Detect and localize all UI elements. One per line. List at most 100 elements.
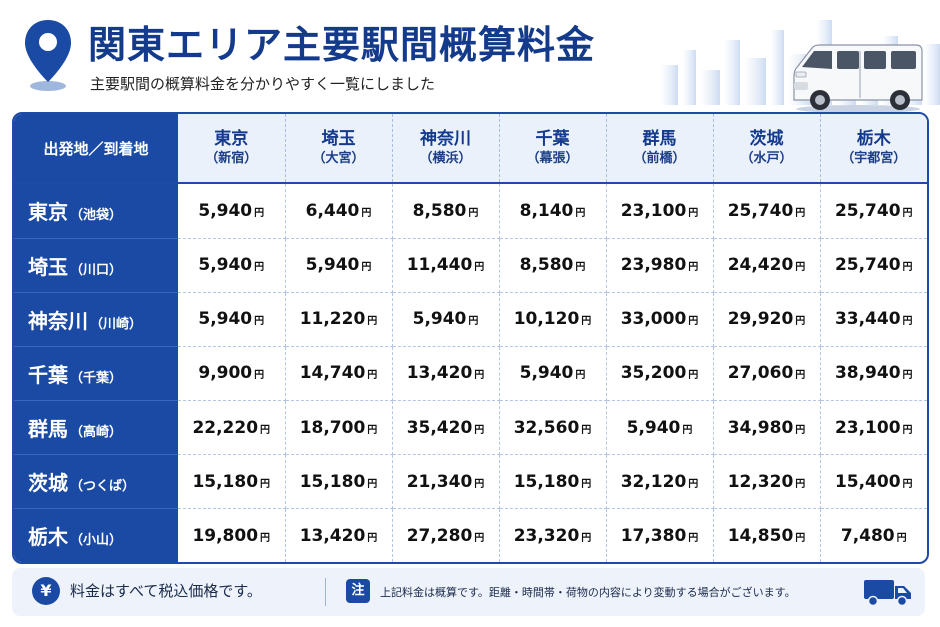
fare-value: 14,850 (727, 525, 794, 546)
origin-header: 栃木 （小山） (14, 508, 178, 562)
fare-cell: 23,320 円 (499, 508, 607, 562)
yen-unit: 円 (795, 478, 806, 490)
yen-unit: 円 (688, 370, 699, 382)
fare-value: 5,940 (305, 255, 360, 276)
origin-header: 神奈川 （川崎） (14, 292, 178, 347)
fare-value: 17,380 (620, 525, 687, 546)
yen-unit: 円 (367, 316, 378, 328)
yen-unit: 円 (260, 424, 271, 436)
destination-name: 栃木 (856, 129, 891, 149)
location-pin-icon (25, 20, 71, 91)
destination-station: （大宮） (312, 151, 365, 166)
destination-header: 神奈川 （横浜） (392, 114, 500, 184)
fare-value: 27,060 (727, 363, 794, 384)
fare-cell: 8,140 円 (499, 183, 607, 239)
yen-unit: 円 (581, 424, 592, 436)
fare-cell: 15,180 円 (178, 454, 286, 510)
origin-header: 埼玉 （川口） (14, 238, 178, 293)
fare-value: 23,100 (620, 200, 687, 221)
fare-value: 15,180 (192, 471, 259, 492)
fare-value: 23,980 (620, 255, 687, 276)
fare-cell: 17,380 円 (606, 508, 714, 562)
yen-unit: 円 (474, 478, 485, 490)
fare-value: 7,480 (840, 525, 895, 546)
fare-cell: 34,980 円 (713, 400, 821, 456)
yen-unit: 円 (254, 370, 265, 382)
yen-unit: 円 (795, 316, 806, 328)
fare-value: 10,120 (513, 309, 580, 330)
fare-cell: 24,420 円 (713, 238, 821, 293)
yen-unit: 円 (575, 262, 586, 274)
fare-value: 32,560 (513, 417, 580, 438)
destination-station: （横浜） (419, 151, 472, 166)
fare-cell: 14,850 円 (713, 508, 821, 562)
fare-value: 14,740 (299, 363, 366, 384)
fare-value: 25,740 (727, 200, 794, 221)
fare-table-container: 出発地／到着地 東京 （新宿） 埼玉 （大宮） 神奈川 （横浜） 千葉 （幕張） 群馬（… (12, 112, 929, 564)
destination-header: 茨城 （水戸） (713, 114, 821, 184)
fare-cell: 5,940 円 (499, 346, 607, 401)
yen-unit: 円 (902, 370, 913, 382)
fare-cell: 5,940 円 (606, 400, 714, 456)
fare-cell: 8,580 円 (392, 183, 500, 239)
fare-value: 22,220 (192, 417, 259, 438)
destination-name: 群馬 (642, 129, 677, 149)
yen-unit: 円 (575, 370, 586, 382)
fare-cell: 11,220 円 (285, 292, 393, 347)
yen-unit: 円 (795, 207, 806, 219)
origin-name: 栃木 (28, 525, 68, 550)
origin-header: 千葉 （千葉） (14, 346, 178, 401)
white-van-icon (793, 44, 923, 113)
fare-cell: 33,000 円 (606, 292, 714, 347)
origin-station: （高崎） (70, 425, 123, 441)
yen-unit: 円 (795, 370, 806, 382)
fare-value: 21,340 (406, 471, 473, 492)
yen-unit: 円 (581, 316, 592, 328)
fare-cell: 12,320 円 (713, 454, 821, 510)
yen-unit: 円 (474, 424, 485, 436)
origin-name: 東京 (28, 200, 68, 225)
yen-unit: 円 (688, 316, 699, 328)
tax-included-note: 料金はすべて税込価格です。 (70, 582, 262, 600)
yen-unit: 円 (795, 262, 806, 274)
yen-unit: 円 (902, 262, 913, 274)
fare-value: 8,140 (519, 200, 574, 221)
yen-unit: 円 (474, 370, 485, 382)
fare-cell: 27,280 円 (392, 508, 500, 562)
table-row: 栃木 （小山） 19,800 円 13,420 円 27,280 円 23,320 円 17,380… (14, 508, 927, 562)
origin-station: （池袋） (70, 208, 123, 224)
fare-value: 19,800 (192, 525, 259, 546)
fare-value: 24,420 (727, 255, 794, 276)
yen-icon: ¥ (32, 577, 60, 605)
destination-name: 茨城 (749, 129, 784, 149)
yen-unit: 円 (254, 262, 265, 274)
page-title: 関東エリア主要駅間概算料金 (88, 23, 596, 67)
yen-unit: 円 (688, 532, 699, 544)
yen-unit: 円 (902, 207, 913, 219)
destination-name: 千葉 (535, 129, 570, 149)
fare-value: 15,180 (299, 471, 366, 492)
fare-value: 33,440 (834, 309, 901, 330)
origin-station: （千葉） (70, 370, 123, 386)
fare-value: 11,440 (406, 255, 473, 276)
fare-value: 34,980 (727, 417, 794, 438)
destination-header: 埼玉 （大宮） (285, 114, 393, 184)
yen-unit: 円 (367, 532, 378, 544)
fare-cell: 25,740 円 (820, 238, 927, 293)
yen-unit: 円 (361, 207, 372, 219)
footer-divider (325, 578, 326, 606)
yen-unit: 円 (254, 207, 265, 219)
fare-cell: 29,920 円 (713, 292, 821, 347)
destination-name: 神奈川 (420, 129, 471, 149)
yen-unit: 円 (902, 478, 913, 490)
table-row: 埼玉 （川口） 5,940 円 5,940 円 11,440 円 8,580 円 23,980 円 24… (14, 238, 927, 293)
fare-table-body: 東京 （池袋） 5,940 円 6,440 円 8,580 円 8,140 円 23,100 円 25,… (14, 183, 927, 562)
fare-cell: 38,940 円 (820, 346, 927, 401)
destination-station: （前橋） (633, 151, 686, 166)
footer-notes: ¥ 料金はすべて税込価格です。 注 上記料金は概算です。距離・時間帯・荷物の内容… (12, 568, 925, 616)
fare-cell: 10,120 円 (499, 292, 607, 347)
fare-cell: 23,980 円 (606, 238, 714, 293)
origin-header: 東京 （池袋） (14, 183, 178, 239)
fare-cell: 19,800 円 (178, 508, 286, 562)
fare-value: 18,700 (299, 417, 366, 438)
